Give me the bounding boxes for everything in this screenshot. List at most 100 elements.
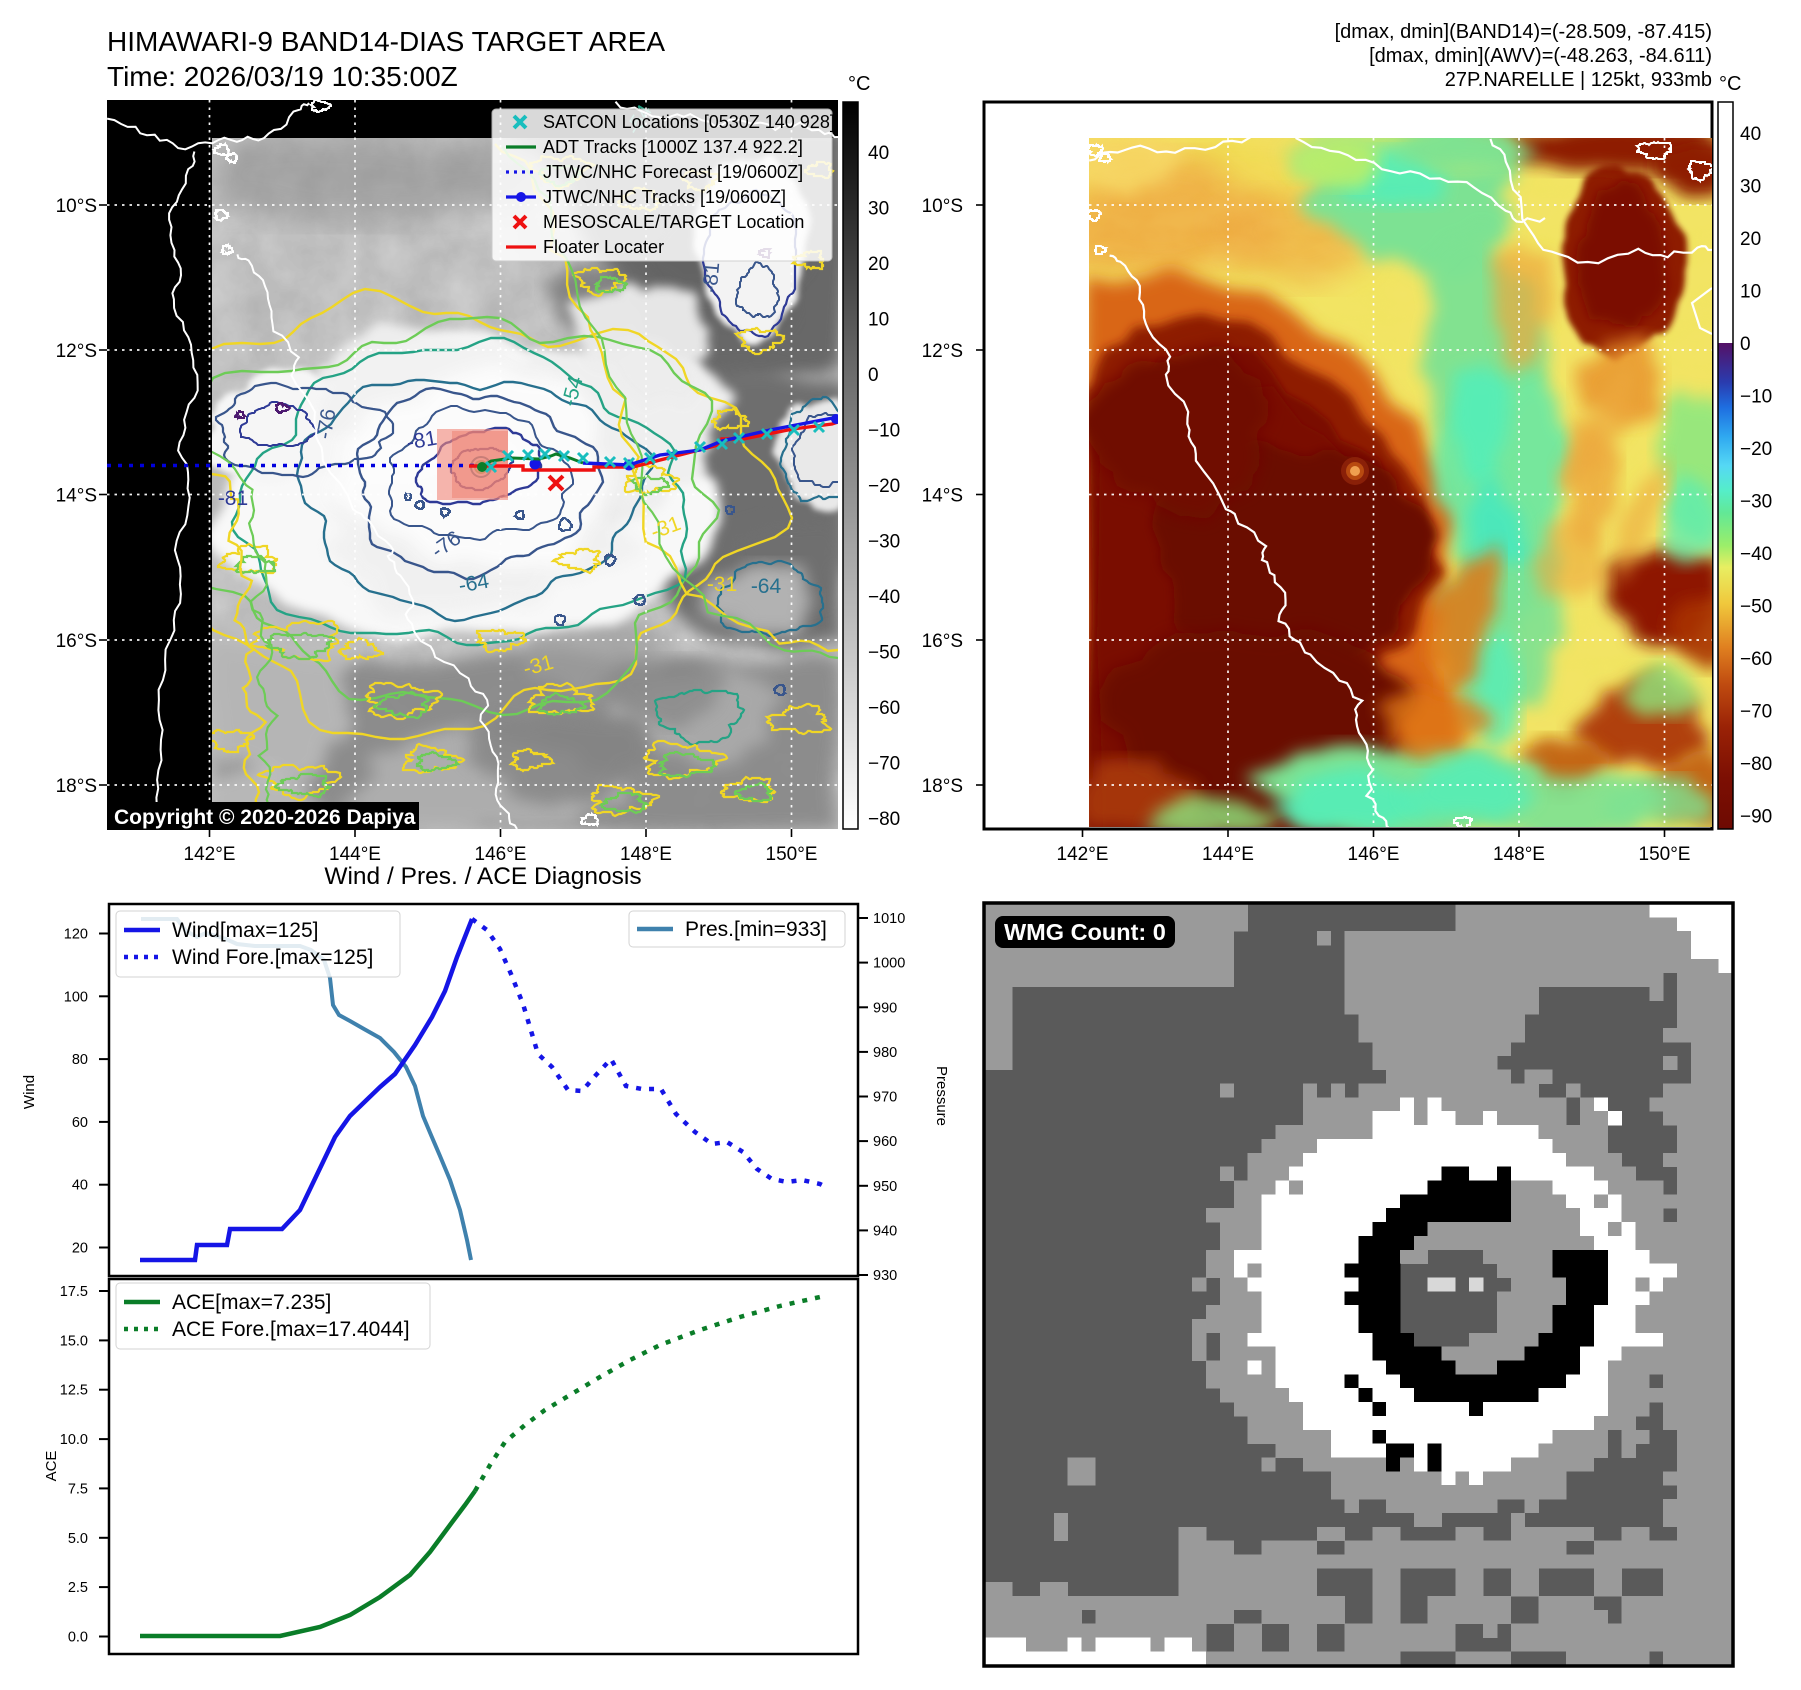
svg-text:-64: -64: [457, 570, 491, 598]
svg-text:30: 30: [868, 199, 889, 220]
svg-text:930: 930: [873, 1268, 897, 1284]
svg-text:Floater Locater: Floater Locater: [543, 237, 664, 257]
svg-text:20: 20: [72, 1241, 88, 1257]
svg-text:60: 60: [72, 1115, 88, 1131]
svg-text:80: 80: [72, 1052, 88, 1068]
svg-text:°C: °C: [1719, 73, 1741, 95]
svg-text:10°S: 10°S: [922, 196, 963, 217]
svg-text:120: 120: [64, 927, 88, 943]
svg-text:−80: −80: [1740, 754, 1772, 775]
svg-text:ACE[max=7.235]: ACE[max=7.235]: [172, 1291, 331, 1314]
svg-text:1010: 1010: [873, 911, 905, 927]
svg-text:−60: −60: [1740, 649, 1772, 670]
svg-text:SATCON Locations [0530Z 140 92: SATCON Locations [0530Z 140 928]: [543, 112, 835, 132]
svg-text:940: 940: [873, 1223, 897, 1239]
svg-text:12.5: 12.5: [60, 1383, 88, 1399]
svg-text:20: 20: [1740, 229, 1761, 250]
svg-text:−30: −30: [1740, 492, 1772, 513]
svg-text:142°E: 142°E: [184, 844, 236, 865]
svg-text:−70: −70: [1740, 702, 1772, 723]
svg-text:Pressure: Pressure: [933, 1066, 950, 1126]
svg-text:Wind[max=125]: Wind[max=125]: [172, 919, 319, 942]
svg-text:Wind Fore.[max=125]: Wind Fore.[max=125]: [172, 946, 373, 969]
svg-text:HIMAWARI-9 BAND14-DIAS TARGET: HIMAWARI-9 BAND14-DIAS TARGET AREA: [107, 26, 665, 57]
svg-text:16°S: 16°S: [922, 631, 963, 652]
svg-text:142°E: 142°E: [1057, 844, 1109, 865]
svg-text:10: 10: [868, 310, 889, 331]
svg-text:148°E: 148°E: [620, 844, 672, 865]
svg-text:−60: −60: [868, 698, 900, 719]
svg-text:10: 10: [1740, 282, 1761, 303]
svg-text:14°S: 14°S: [56, 486, 97, 507]
svg-text:20: 20: [868, 254, 889, 275]
svg-text:−90: −90: [1740, 807, 1772, 828]
svg-text:MESOSCALE/TARGET Location: MESOSCALE/TARGET Location: [543, 212, 804, 232]
svg-text:990: 990: [873, 1000, 897, 1016]
svg-text:148°E: 148°E: [1493, 844, 1545, 865]
svg-text:18°S: 18°S: [56, 776, 97, 797]
svg-text:10°S: 10°S: [56, 196, 97, 217]
svg-text:-31: -31: [707, 573, 737, 596]
svg-text:40: 40: [1740, 124, 1761, 145]
svg-text:0: 0: [1740, 334, 1751, 355]
svg-text:-81: -81: [699, 261, 725, 293]
svg-text:JTWC/NHC Tracks [19/0600Z]: JTWC/NHC Tracks [19/0600Z]: [543, 187, 786, 207]
svg-text:27P.NARELLE | 125kt, 933mb: 27P.NARELLE | 125kt, 933mb: [1445, 69, 1712, 91]
svg-text:150°E: 150°E: [766, 844, 818, 865]
svg-text:−10: −10: [868, 421, 900, 442]
svg-text:ACE Fore.[max=17.4044]: ACE Fore.[max=17.4044]: [172, 1318, 410, 1341]
svg-text:0.0: 0.0: [68, 1630, 88, 1646]
svg-text:146°E: 146°E: [1348, 844, 1400, 865]
svg-text:Time: 2026/03/19 10:35:00Z: Time: 2026/03/19 10:35:00Z: [107, 61, 458, 92]
svg-text:100: 100: [64, 989, 88, 1005]
svg-text:12°S: 12°S: [922, 341, 963, 362]
svg-text:146°E: 146°E: [475, 844, 527, 865]
svg-text:30: 30: [1740, 177, 1761, 198]
svg-text:-76: -76: [313, 407, 341, 441]
svg-text:14°S: 14°S: [922, 486, 963, 507]
svg-text:0: 0: [868, 365, 879, 386]
svg-text:17.5: 17.5: [60, 1284, 88, 1300]
svg-text:12°S: 12°S: [56, 341, 97, 362]
svg-text:−20: −20: [868, 476, 900, 497]
svg-text:2.5: 2.5: [68, 1580, 88, 1596]
svg-text:Pres.[min=933]: Pres.[min=933]: [685, 918, 827, 941]
svg-text:150°E: 150°E: [1639, 844, 1691, 865]
svg-text:−30: −30: [868, 532, 900, 553]
svg-text:Wind: Wind: [21, 1075, 38, 1109]
svg-text:−50: −50: [1740, 597, 1772, 618]
svg-text:5.0: 5.0: [68, 1531, 88, 1547]
svg-text:40: 40: [868, 143, 889, 164]
svg-text:−20: −20: [1740, 439, 1772, 460]
svg-text:970: 970: [873, 1090, 897, 1106]
svg-text:40: 40: [72, 1178, 88, 1194]
svg-text:144°E: 144°E: [1202, 844, 1254, 865]
svg-text:-81: -81: [405, 427, 439, 455]
svg-text:16°S: 16°S: [56, 631, 97, 652]
svg-text:-81: -81: [218, 487, 248, 510]
svg-text:950: 950: [873, 1179, 897, 1195]
svg-text:10.0: 10.0: [60, 1432, 88, 1448]
svg-text:[dmax, dmin](AWV)=(-48.263, -8: [dmax, dmin](AWV)=(-48.263, -84.611): [1369, 45, 1712, 67]
svg-text:18°S: 18°S: [922, 776, 963, 797]
svg-text:−50: −50: [868, 643, 900, 664]
svg-text:−10: −10: [1740, 387, 1772, 408]
svg-text:WMG Count: 0: WMG Count: 0: [1004, 919, 1166, 945]
svg-text:Copyright © 2020-2026 Dapiya: Copyright © 2020-2026 Dapiya: [114, 806, 416, 829]
svg-text:−40: −40: [868, 587, 900, 608]
svg-text:JTWC/NHC Forecast [19/0600Z]: JTWC/NHC Forecast [19/0600Z]: [543, 162, 803, 182]
svg-text:−70: −70: [868, 754, 900, 775]
svg-text:−40: −40: [1740, 544, 1772, 565]
svg-text:ADT Tracks [1000Z 137.4 922.2]: ADT Tracks [1000Z 137.4 922.2]: [543, 137, 803, 157]
svg-text:15.0: 15.0: [60, 1333, 88, 1349]
svg-text:144°E: 144°E: [329, 844, 381, 865]
svg-text:960: 960: [873, 1134, 897, 1150]
svg-text:°C: °C: [848, 73, 870, 95]
svg-text:−80: −80: [868, 809, 900, 830]
svg-text:1000: 1000: [873, 956, 905, 972]
svg-text:[dmax, dmin](BAND14)=(-28.509,: [dmax, dmin](BAND14)=(-28.509, -87.415): [1335, 21, 1712, 43]
svg-text:Wind / Pres. / ACE Diagnosis: Wind / Pres. / ACE Diagnosis: [324, 863, 641, 890]
svg-text:-64: -64: [751, 575, 782, 598]
svg-text:ACE: ACE: [43, 1451, 60, 1482]
svg-text:7.5: 7.5: [68, 1481, 88, 1497]
